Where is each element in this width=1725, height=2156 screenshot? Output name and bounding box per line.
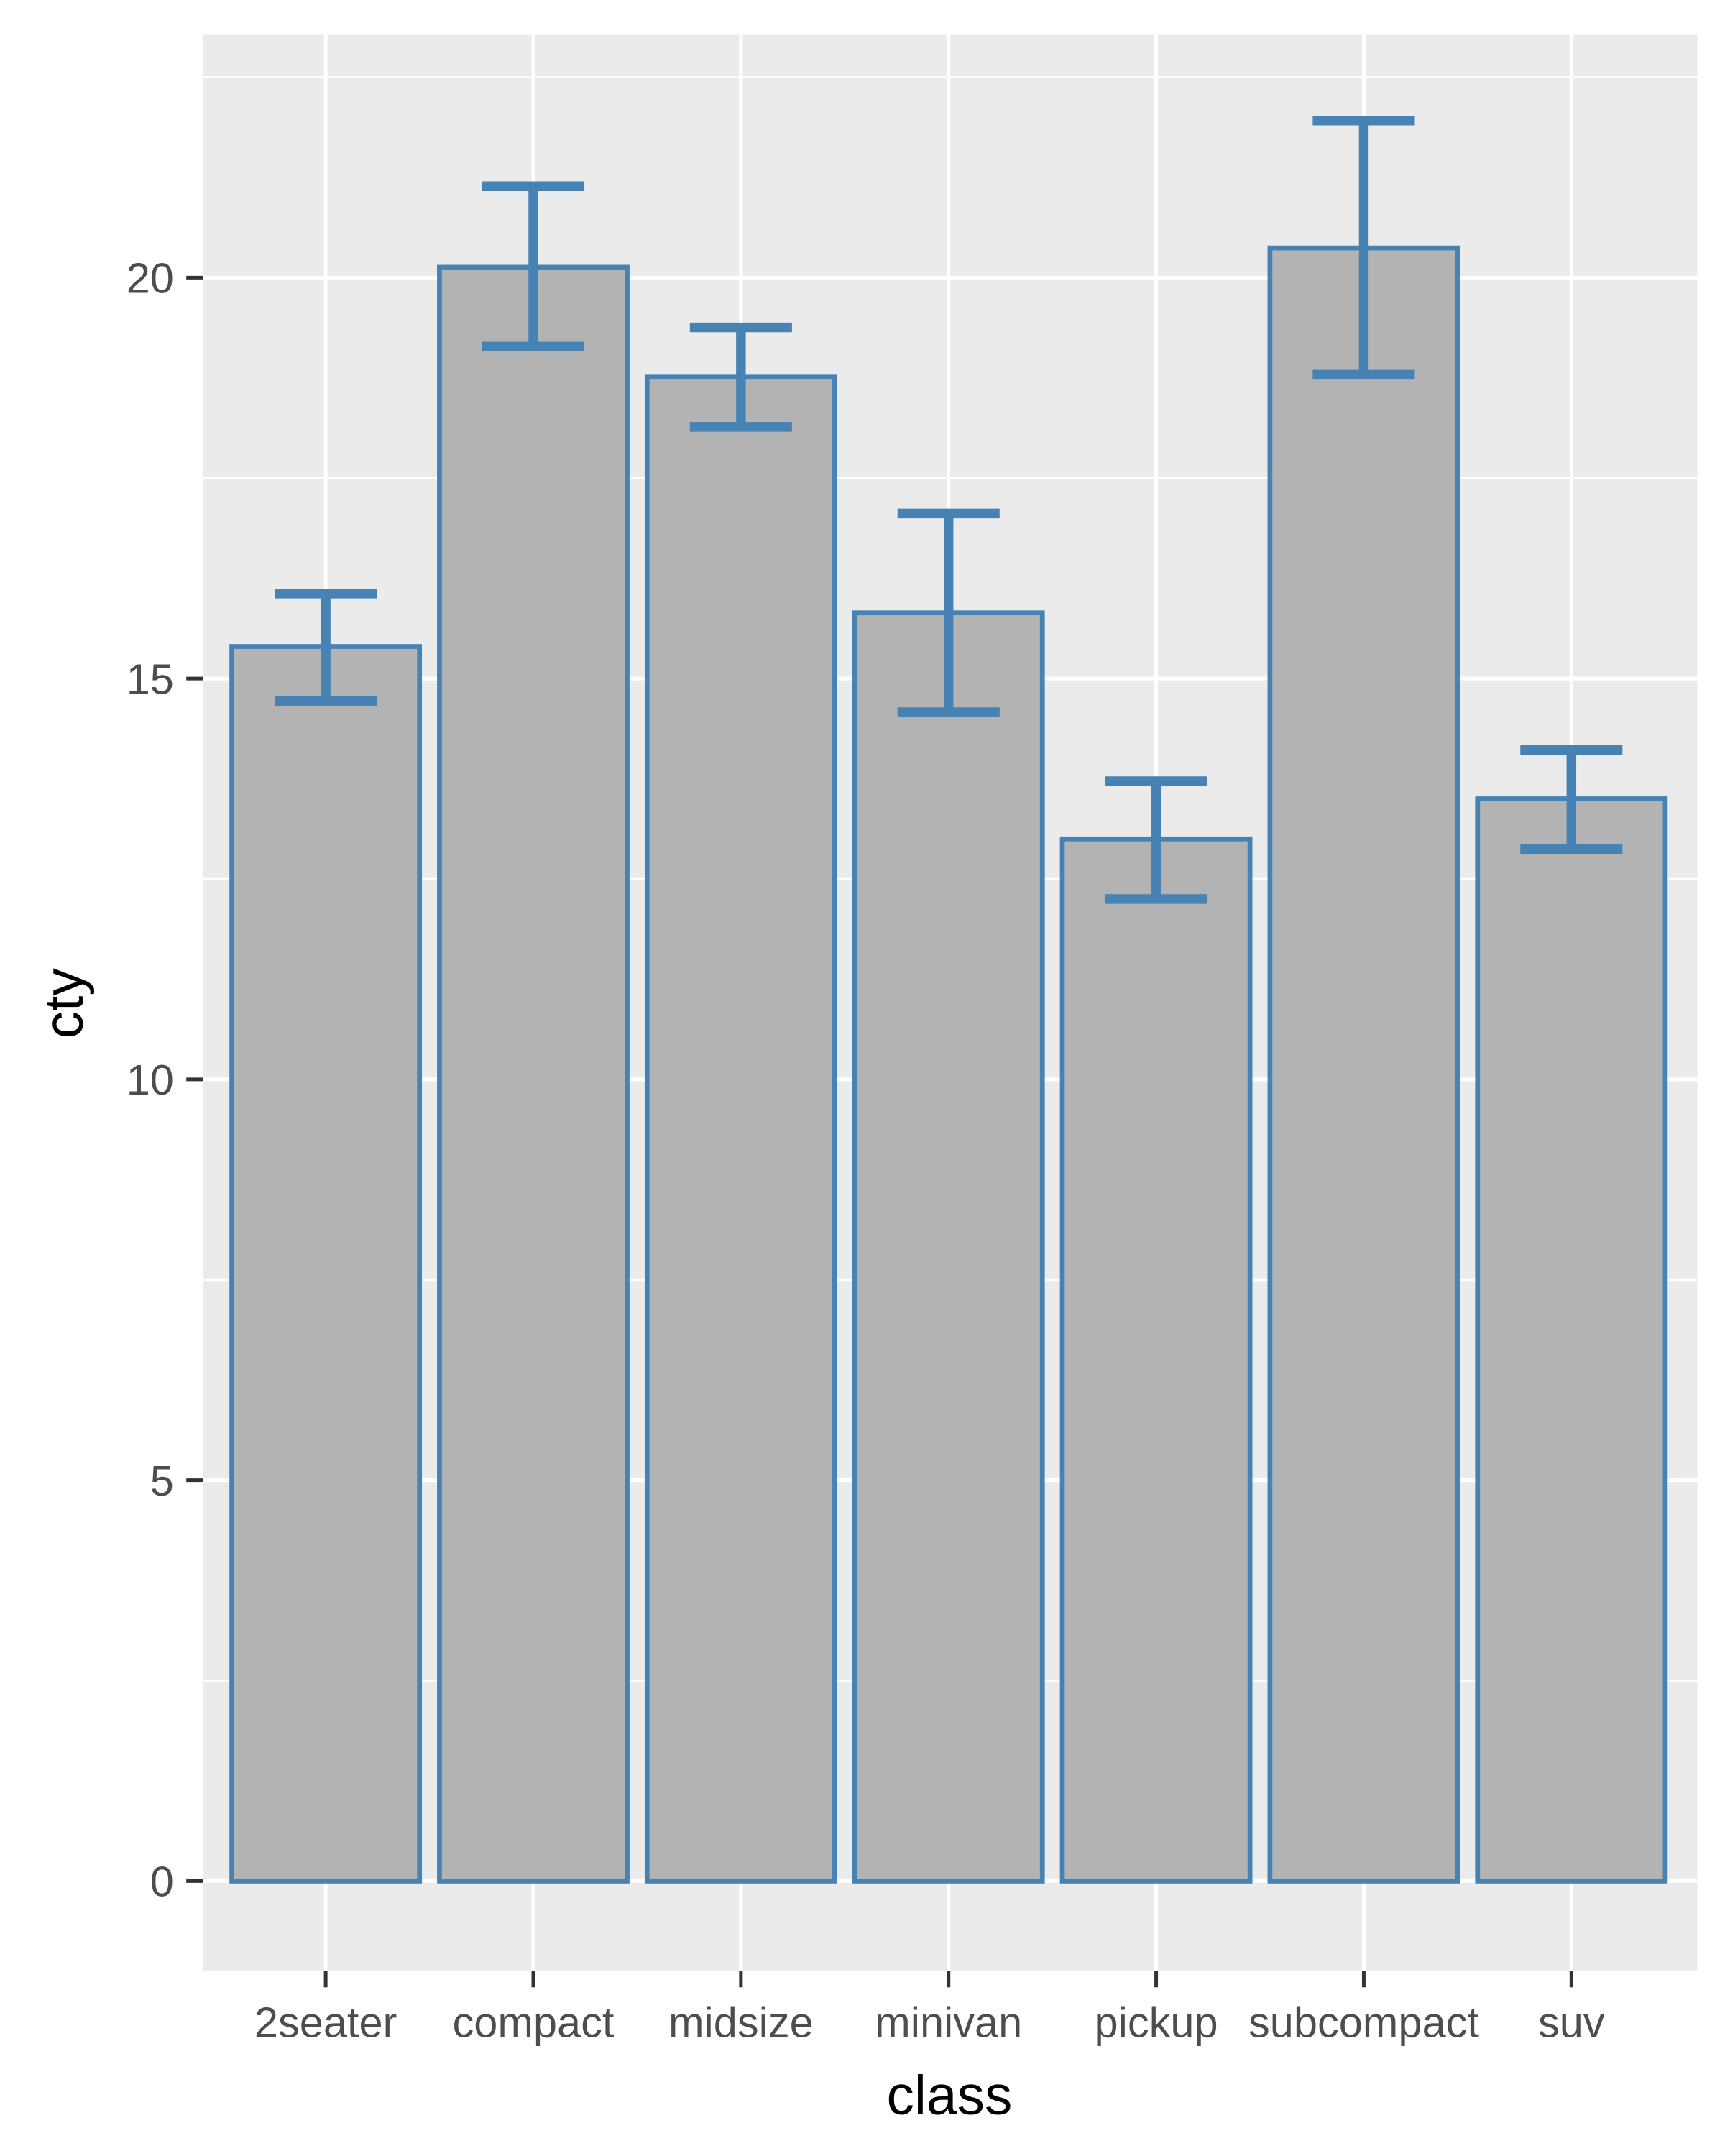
bar-suv bbox=[1475, 796, 1668, 1884]
y-tick-label: 5 bbox=[150, 1457, 174, 1505]
y-tick-label: 15 bbox=[126, 655, 174, 703]
y-tick-label: 10 bbox=[126, 1056, 174, 1104]
x-tick-label: midsize bbox=[668, 1998, 814, 2046]
bar-2seater bbox=[229, 644, 423, 1884]
x-tick-label: suv bbox=[1538, 1998, 1605, 2046]
bar-midsize bbox=[644, 374, 837, 1884]
y-axis-title: cty bbox=[33, 968, 95, 1039]
x-tick-label: compact bbox=[453, 1998, 615, 2046]
x-tick-label: pickup bbox=[1095, 1998, 1218, 2046]
bar-minivan bbox=[852, 610, 1045, 1884]
x-tick-label: minivan bbox=[875, 1998, 1022, 2046]
y-tick-label: 20 bbox=[126, 254, 174, 303]
x-axis-title: class bbox=[886, 2065, 1012, 2127]
bar-pickup bbox=[1059, 836, 1253, 1884]
bar-compact bbox=[437, 264, 630, 1884]
x-tick-label: subcompact bbox=[1248, 1998, 1479, 2046]
bar-subcompact bbox=[1267, 245, 1460, 1884]
x-tick-label: 2seater bbox=[254, 1998, 397, 2046]
y-tick-label: 0 bbox=[150, 1858, 174, 1906]
